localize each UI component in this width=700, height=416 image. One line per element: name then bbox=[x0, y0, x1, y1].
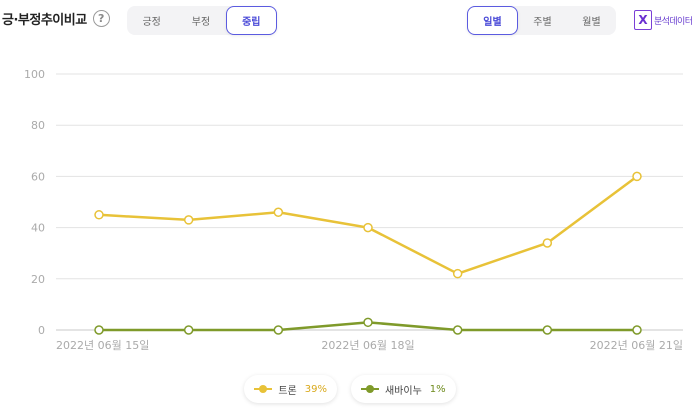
line-chart: 0 20 40 60 80 100 2022년 06월 15일 2022년 06월 18일 20… bbox=[24, 68, 683, 352]
help-icon[interactable]: ? bbox=[92, 10, 110, 27]
x-tick-label: 2022년 06월 21일 bbox=[590, 338, 683, 352]
y-tick-label: 20 bbox=[31, 273, 45, 286]
data-point-series-2 bbox=[452, 325, 463, 335]
data-point-series-1 bbox=[273, 207, 284, 217]
tab-daily[interactable]: 일별 bbox=[467, 6, 518, 35]
tab-monthly[interactable]: 월별 bbox=[582, 17, 601, 28]
legend-item-series-1[interactable]: 트론 39% bbox=[244, 375, 337, 403]
sentiment-toggle: 긍정 부정 중립 bbox=[127, 6, 277, 35]
x-tick-label: 2022년 06월 15일 bbox=[56, 338, 149, 352]
x-tick-label: 2022년 06월 18일 bbox=[321, 338, 414, 352]
page-title: 긍·부정추이비교 bbox=[2, 13, 87, 28]
data-point-series-2 bbox=[363, 317, 373, 328]
data-point-series-2 bbox=[632, 325, 642, 335]
legend-item-series-2[interactable]: 새바이누 1% bbox=[350, 375, 456, 403]
data-point-series-1 bbox=[94, 210, 104, 220]
period-toggle: 일별 주별 월별 bbox=[467, 6, 616, 35]
data-point-series-1 bbox=[452, 268, 463, 279]
data-point-series-1 bbox=[183, 215, 194, 225]
data-point-series-1 bbox=[542, 238, 553, 248]
chart-header: 긍·부정추이비교 ? bbox=[2, 9, 110, 28]
legend-series-name: 트론 bbox=[278, 385, 297, 397]
tab-neutral[interactable]: 중립 bbox=[225, 6, 277, 35]
tab-weekly[interactable]: 주별 bbox=[533, 17, 552, 28]
data-point-series-1 bbox=[363, 222, 373, 233]
excel-icon: X bbox=[634, 10, 652, 30]
legend-series-percent: 39% bbox=[304, 383, 327, 395]
legend: 트론 39% 새바이누 1% bbox=[0, 375, 700, 403]
legend-swatch-icon bbox=[254, 385, 273, 393]
y-tick-label: 60 bbox=[31, 170, 45, 183]
y-tick-label: 100 bbox=[24, 68, 45, 81]
y-tick-label: 80 bbox=[31, 119, 45, 132]
legend-swatch-icon bbox=[360, 385, 379, 393]
data-point-series-2 bbox=[94, 325, 104, 335]
data-point-series-1 bbox=[632, 171, 642, 182]
export-data-label: 분석데이터 bbox=[654, 16, 693, 27]
data-point-series-2 bbox=[273, 325, 284, 335]
tab-positive[interactable]: 긍정 bbox=[142, 17, 161, 28]
legend-series-percent: 1% bbox=[429, 383, 446, 395]
data-point-series-2 bbox=[183, 325, 194, 335]
y-tick-label: 0 bbox=[38, 324, 45, 337]
y-tick-label: 40 bbox=[31, 222, 45, 235]
export-data-button[interactable]: X 분석데이터 bbox=[634, 10, 693, 30]
data-point-series-2 bbox=[542, 325, 553, 335]
tab-negative[interactable]: 부정 bbox=[191, 17, 211, 28]
legend-series-name: 새바이누 bbox=[384, 385, 422, 397]
